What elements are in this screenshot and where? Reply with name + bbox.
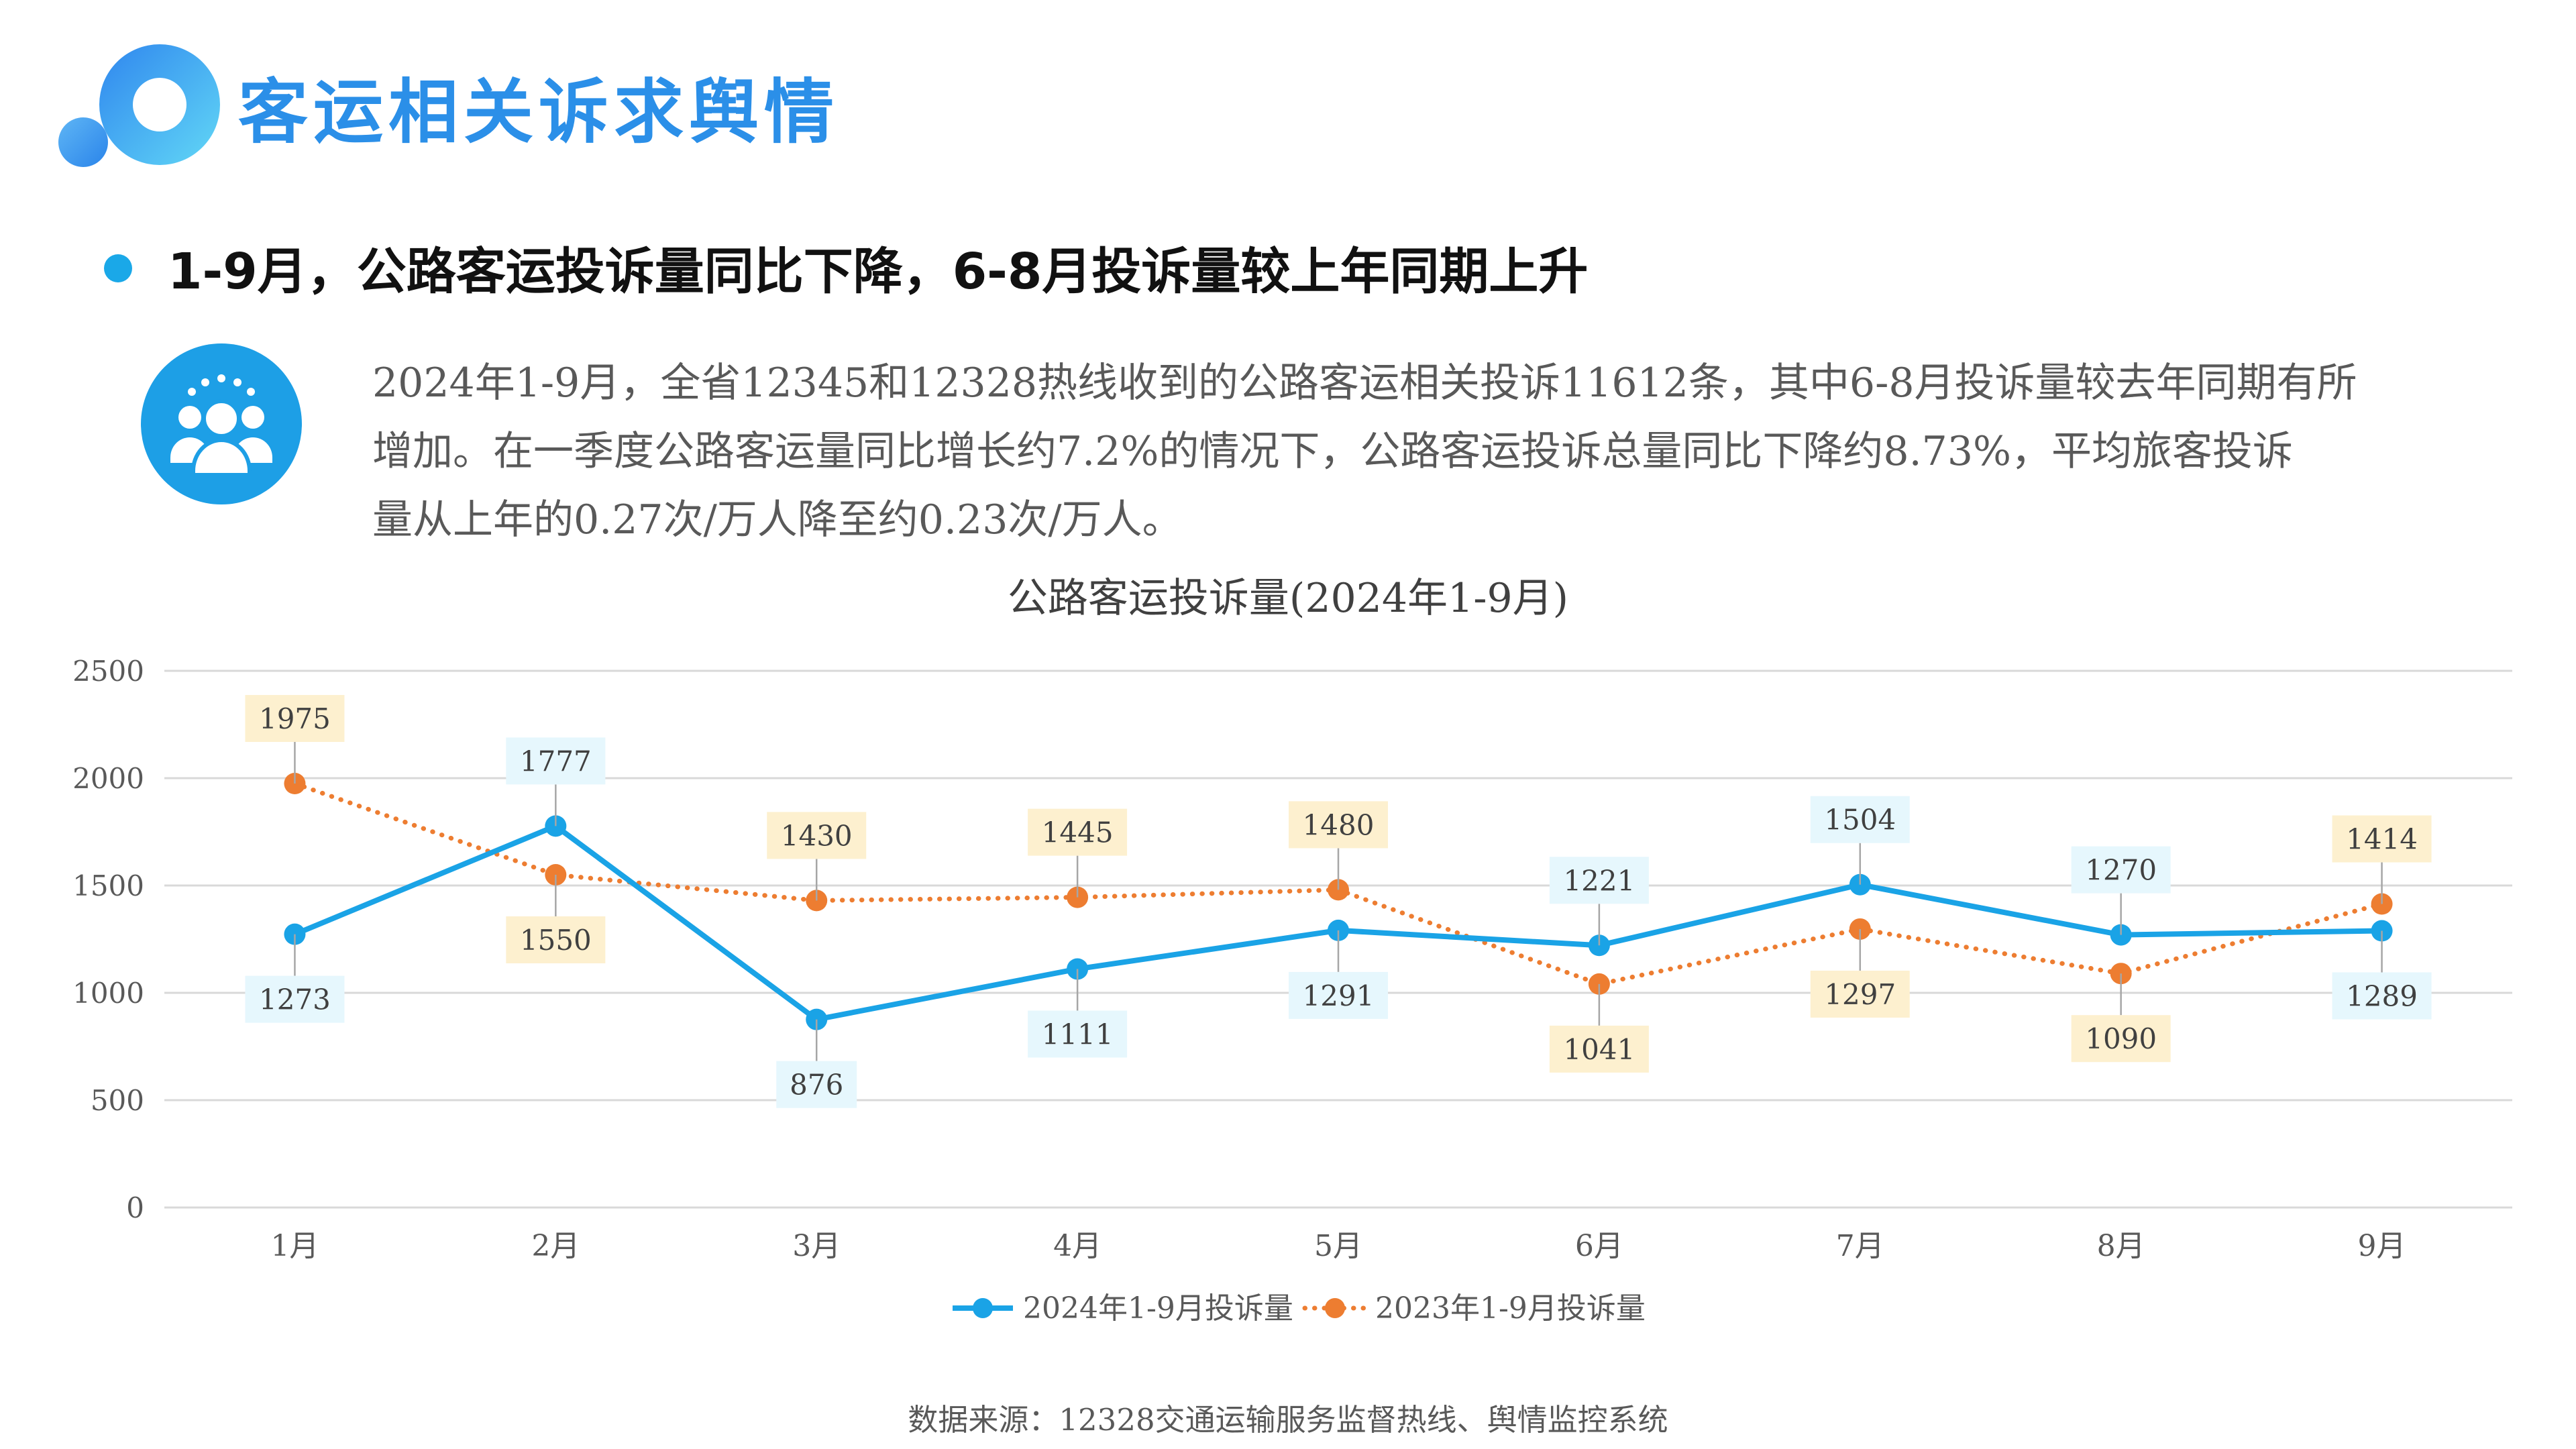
data-label: 1550 bbox=[520, 924, 592, 957]
legend-marker-2024 bbox=[973, 1298, 993, 1318]
data-point bbox=[1328, 879, 1349, 901]
data-label: 1090 bbox=[2085, 1022, 2157, 1055]
data-label: 1414 bbox=[2346, 823, 2418, 856]
data-label: 1777 bbox=[520, 745, 592, 777]
data-point bbox=[806, 890, 828, 912]
data-label: 876 bbox=[790, 1069, 843, 1102]
legend-label-2024: 2024年1-9月投诉量 bbox=[1023, 1291, 1293, 1326]
logo-icon bbox=[58, 44, 220, 167]
legend-marker-2023 bbox=[1325, 1298, 1345, 1318]
data-point bbox=[1849, 918, 1871, 940]
data-point bbox=[806, 1008, 828, 1030]
data-label: 1221 bbox=[1563, 864, 1635, 897]
y-tick-label: 2500 bbox=[72, 655, 144, 688]
x-tick-label: 7月 bbox=[1836, 1229, 1884, 1263]
data-label: 1975 bbox=[259, 702, 331, 735]
data-label-box bbox=[1810, 796, 1910, 843]
data-label-box bbox=[1289, 801, 1388, 849]
data-label-box bbox=[506, 737, 606, 785]
line-chart: 0 500 1000 1500 2000 2500 1月 2月 3月 4月 5月 6月 7月 8月 9月 12… bbox=[72, 655, 2512, 1326]
data-label-box bbox=[1549, 1025, 1649, 1073]
data-label: 1504 bbox=[1824, 804, 1896, 837]
headline: 1-9月，公路客运投诉量同比下降，6-8月投诉量较上年同期上升 bbox=[168, 243, 1589, 301]
summary-paragraph: 2024年1-9月，全省12345和12328热线收到的公路客运相关投诉1161… bbox=[372, 349, 2425, 554]
data-label-box bbox=[2071, 846, 2171, 894]
data-point bbox=[1588, 934, 1610, 957]
y-tick-label: 2000 bbox=[72, 762, 144, 795]
data-point bbox=[2371, 893, 2393, 915]
legend-label-2023: 2023年1-9月投诉量 bbox=[1375, 1291, 1646, 1326]
data-label-box bbox=[776, 1061, 857, 1108]
x-tick-label: 5月 bbox=[1314, 1229, 1362, 1263]
y-tick-label: 0 bbox=[126, 1191, 144, 1224]
bullet-dot bbox=[104, 254, 132, 282]
data-label: 1297 bbox=[1824, 978, 1896, 1011]
y-tick-label: 1000 bbox=[72, 977, 144, 1010]
data-label-box bbox=[2332, 972, 2432, 1020]
data-label-box bbox=[1810, 970, 1910, 1018]
data-point bbox=[2110, 963, 2132, 985]
x-tick-label: 8月 bbox=[2097, 1229, 2145, 1263]
data-label-box bbox=[767, 812, 867, 859]
data-label: 1270 bbox=[2085, 854, 2157, 887]
data-label-box bbox=[245, 975, 345, 1023]
data-label-box bbox=[2071, 1015, 2171, 1063]
data-label: 1041 bbox=[1563, 1033, 1635, 1066]
data-label-box bbox=[506, 916, 606, 963]
chart-title: 公路客运投诉量(2024年1-9月) bbox=[1007, 575, 1569, 622]
data-label: 1273 bbox=[259, 983, 331, 1016]
data-label: 1430 bbox=[781, 819, 853, 852]
x-tick-label: 1月 bbox=[270, 1229, 319, 1263]
data-label-box bbox=[1028, 1010, 1128, 1058]
summary-line: 增加。在一季度公路客运量同比增长约7.2%的情况下，公路客运投诉总量同比下降约8… bbox=[372, 428, 2294, 475]
x-tick-label: 9月 bbox=[2358, 1229, 2406, 1263]
data-source-note: 数据来源：12328交通运输服务监督热线、舆情监控系统 bbox=[908, 1402, 1668, 1438]
data-label: 1480 bbox=[1303, 808, 1375, 841]
x-tick-label: 6月 bbox=[1575, 1229, 1623, 1263]
people-group-icon bbox=[141, 343, 302, 504]
data-label: 1445 bbox=[1042, 816, 1114, 849]
y-tick-label: 500 bbox=[91, 1084, 144, 1117]
data-label-box bbox=[1289, 971, 1388, 1019]
data-label-box bbox=[245, 695, 345, 742]
data-label-box bbox=[1549, 857, 1649, 904]
data-label: 1289 bbox=[2346, 980, 2418, 1013]
page-title: 客运相关诉求舆情 bbox=[238, 71, 840, 153]
summary-line: 2024年1-9月，全省12345和12328热线收到的公路客运相关投诉1161… bbox=[372, 360, 2357, 407]
data-label-box bbox=[2332, 815, 2432, 863]
data-label: 1291 bbox=[1303, 979, 1375, 1012]
summary-line: 量从上年的0.27次/万人降至约0.23次/万人。 bbox=[372, 496, 1183, 543]
data-label: 1111 bbox=[1042, 1018, 1114, 1051]
x-tick-label: 2月 bbox=[531, 1229, 580, 1263]
data-label-box bbox=[1028, 808, 1128, 856]
x-tick-label: 4月 bbox=[1053, 1229, 1102, 1263]
x-tick-label: 3月 bbox=[792, 1229, 841, 1263]
y-tick-label: 1500 bbox=[72, 869, 144, 902]
